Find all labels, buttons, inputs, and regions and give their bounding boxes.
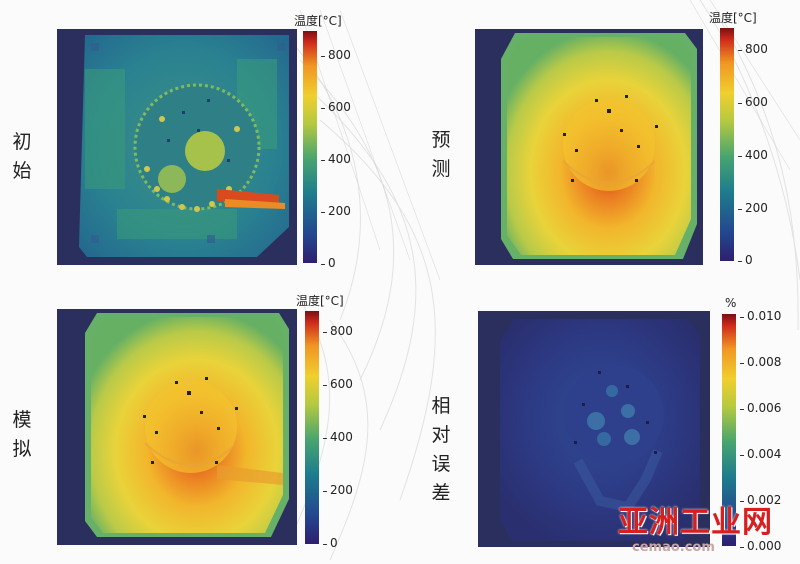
heatmap-relative-error (478, 311, 710, 547)
tick-predicted-800: 800 (738, 42, 768, 56)
tick-predicted-600: 600 (738, 95, 768, 109)
colorbar-simulated (305, 311, 319, 544)
tick-error-0-000: 0.000 (739, 539, 782, 553)
tick-initial-400: 400 (321, 152, 351, 166)
colorbar-error-title: % (725, 296, 737, 310)
colorbar-error (722, 314, 736, 546)
tick-initial-0: 0 (321, 256, 336, 270)
tick-predicted-0: 0 (738, 253, 753, 267)
tick-predicted-400: 400 (738, 148, 768, 162)
colorbar-initial (303, 31, 317, 263)
tick-simulated-200: 200 (323, 483, 353, 497)
heatmap-initial (57, 29, 297, 265)
tick-simulated-400: 400 (323, 430, 353, 444)
colorbar-simulated-title: 温度[°C] (296, 294, 344, 308)
heatmap-simulated (57, 309, 297, 545)
label-predicted: 预 测 (431, 129, 451, 180)
watermark-url: cemao.com (632, 540, 715, 555)
colorbar-predicted-title: 温度[°C] (709, 11, 757, 25)
tick-error-0-004: 0.004 (739, 447, 782, 461)
tick-simulated-800: 800 (323, 324, 353, 338)
tick-error-0-010: 0.010 (739, 309, 782, 323)
tick-error-0-002: 0.002 (739, 493, 782, 507)
tick-initial-800: 800 (321, 48, 351, 62)
tick-simulated-600: 600 (323, 377, 353, 391)
label-relative-error: 相 对 误 差 (431, 395, 451, 504)
tick-error-0-006: 0.006 (739, 401, 782, 415)
label-simulated: 模 拟 (12, 409, 32, 460)
colorbar-predicted (720, 28, 734, 261)
label-initial: 初 始 (12, 131, 32, 182)
tick-predicted-200: 200 (738, 201, 768, 215)
tick-initial-200: 200 (321, 204, 351, 218)
heatmap-predicted (475, 29, 703, 265)
colorbar-initial-title: 温度[°C] (294, 14, 342, 28)
tick-error-0-008: 0.008 (739, 355, 782, 369)
tick-initial-600: 600 (321, 100, 351, 114)
watermark-logo: 亚洲工业网 (618, 505, 773, 540)
tick-simulated-0: 0 (323, 536, 338, 550)
